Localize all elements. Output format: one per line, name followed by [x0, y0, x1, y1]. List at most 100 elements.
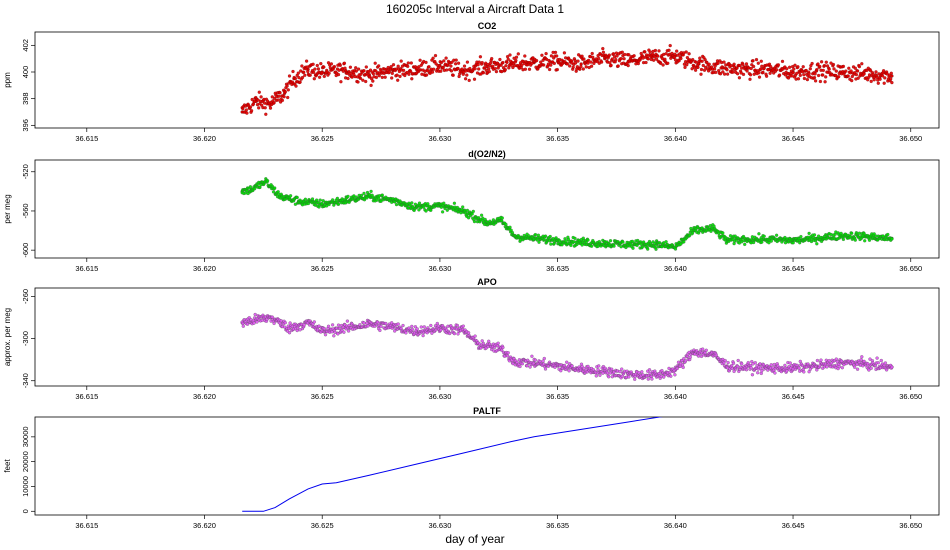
scatter-point [449, 64, 453, 68]
x-tick-label: 36.645 [782, 134, 805, 143]
scatter-point [880, 74, 885, 78]
data-layer [240, 177, 894, 251]
scatter-point [379, 324, 383, 329]
x-tick-label: 36.630 [428, 392, 451, 401]
scatter-point [418, 58, 422, 62]
y-tick-label: 30000 [21, 426, 30, 447]
scatter-point [354, 66, 358, 70]
scatter-point [640, 370, 644, 374]
scatter-point [754, 57, 759, 62]
scatter-point [549, 63, 553, 67]
x-tick-label: 36.620 [193, 134, 216, 143]
scatter-point [297, 75, 301, 80]
scatter-point [608, 61, 612, 65]
scatter-point [426, 202, 430, 206]
scatter-point [452, 201, 457, 205]
scatter-point [472, 219, 477, 224]
scatter-point [687, 52, 691, 56]
scatter-point [432, 67, 436, 71]
scatter-point [437, 64, 442, 68]
scatter-point [682, 356, 686, 361]
scatter-point [673, 52, 677, 56]
scatter-point [346, 76, 350, 81]
scatter-point [378, 328, 382, 333]
scatter-point [614, 57, 618, 62]
scatter-point [530, 354, 534, 358]
scatter-point [313, 67, 317, 71]
scatter-point [298, 80, 302, 84]
scatter-point [565, 360, 569, 364]
scatter-point [332, 64, 337, 69]
scatter-point [802, 73, 806, 77]
scatter-point [599, 60, 604, 64]
scatter-point [286, 88, 290, 92]
scatter-point [808, 67, 812, 71]
scatter-point [607, 53, 611, 57]
scatter-point [408, 203, 412, 207]
y-tick-label: -260 [21, 289, 30, 304]
scatter-point [776, 63, 781, 67]
scatter-point [467, 78, 471, 83]
scatter-point [869, 79, 873, 84]
x-tick-label: 36.615 [75, 134, 98, 143]
scatter-point [716, 61, 720, 65]
x-axis-label: day of year [445, 532, 504, 546]
scatter-point [346, 329, 351, 333]
scatter-point [616, 64, 620, 68]
scatter-point [494, 69, 499, 74]
scatter-point [398, 74, 402, 79]
scatter-point [288, 194, 293, 198]
scatter-point [283, 321, 287, 325]
scatter-point [879, 358, 883, 363]
y-tick-label: -300 [21, 331, 30, 346]
scatter-point [303, 197, 308, 201]
scatter-point [749, 366, 753, 370]
scatter-point [320, 201, 324, 206]
scatter-point [505, 354, 510, 358]
scatter-point [610, 57, 614, 61]
scatter-point [257, 106, 261, 110]
scatter-point [768, 71, 772, 75]
scatter-point [644, 60, 648, 65]
scatter-point [876, 81, 880, 85]
scatter-point [698, 56, 702, 60]
x-tick-label: 36.615 [75, 264, 98, 273]
scatter-point [694, 60, 698, 64]
scatter-point [882, 81, 886, 85]
scatter-point [520, 63, 524, 67]
scatter-point [564, 239, 568, 243]
scatter-point [668, 43, 672, 48]
x-tick-label: 36.630 [428, 264, 451, 273]
scatter-point [504, 222, 508, 227]
panel-title: d(O2/N2) [468, 149, 506, 159]
scatter-point [424, 209, 428, 213]
y-tick-label: -600 [21, 243, 30, 258]
scatter-point [477, 60, 481, 64]
scatter-point [496, 341, 500, 345]
y-tick-label: -520 [21, 164, 30, 179]
scatter-point [504, 64, 508, 68]
scatter-point [327, 71, 331, 75]
scatter-point [264, 112, 268, 116]
scatter-point [597, 364, 601, 368]
scatter-point [406, 64, 410, 69]
scatter-point [688, 355, 692, 359]
scatter-point [448, 331, 452, 336]
scatter-point [586, 238, 590, 242]
scatter-point [741, 234, 746, 239]
scatter-point [362, 191, 366, 196]
scatter-point [413, 325, 418, 329]
scatter-point [478, 55, 483, 59]
scatter-point [627, 375, 631, 379]
scatter-point [876, 361, 880, 365]
scatter-point [477, 216, 481, 220]
scatter-point [369, 83, 373, 88]
scatter-point [785, 369, 789, 373]
x-tick-label: 36.625 [311, 264, 334, 273]
scatter-point [867, 238, 872, 242]
scatter-point [449, 69, 454, 73]
scatter-point [568, 64, 572, 68]
x-tick-label: 36.625 [311, 134, 334, 143]
scatter-point [253, 312, 257, 317]
